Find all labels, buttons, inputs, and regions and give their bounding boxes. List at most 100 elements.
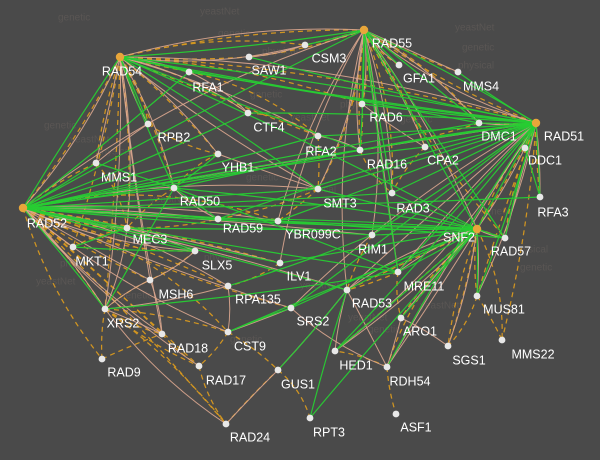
graph-node-mus81[interactable] — [473, 292, 481, 300]
edge-genetic — [119, 56, 130, 229]
graph-node-rad9[interactable] — [98, 355, 106, 363]
graph-node-mkt1[interactable] — [69, 243, 77, 251]
edge-yeastnet — [447, 228, 478, 347]
node-label-rad24: RAD24 — [230, 430, 270, 444]
graph-node-rpt3[interactable] — [306, 414, 314, 422]
graph-node-msh6[interactable] — [146, 276, 154, 284]
graph-node-aro1[interactable] — [397, 314, 405, 322]
graph-node-xrs2[interactable] — [101, 305, 109, 313]
graph-node-rad55[interactable] — [359, 25, 369, 35]
graph-node-rpa135[interactable] — [224, 282, 232, 290]
node-label-rfa2: RFA2 — [305, 144, 336, 158]
graph-node-ilv1[interactable] — [276, 259, 284, 267]
graph-node-rad17[interactable] — [195, 362, 203, 370]
graph-node-asf1[interactable] — [392, 410, 400, 418]
graph-node-ybr099c[interactable] — [274, 217, 282, 225]
edge-yeastnet — [363, 29, 478, 230]
edge-physical — [309, 289, 348, 419]
graph-node-rad53[interactable] — [343, 286, 351, 294]
graph-node-rpb2[interactable] — [144, 120, 152, 128]
edge-yeastnet — [119, 56, 163, 335]
graph-node-srs2[interactable] — [287, 304, 295, 312]
graph-node-cst9[interactable] — [224, 328, 232, 336]
edge-genetic — [22, 56, 121, 209]
graph-node-ctf4[interactable] — [244, 109, 252, 117]
graph-node-ddc1[interactable] — [521, 144, 529, 152]
graph-node-sgs1[interactable] — [444, 342, 452, 350]
graph-node-rfa2[interactable] — [314, 132, 322, 140]
graph-node-mms1[interactable] — [92, 159, 100, 167]
node-label-aro1: ARO1 — [403, 324, 437, 338]
edge-physical — [22, 162, 97, 209]
node-label-rad18: RAD18 — [168, 341, 208, 355]
graph-node-rad3[interactable] — [388, 189, 396, 197]
graph-node-gfa1[interactable] — [395, 61, 403, 69]
edge-physical — [391, 192, 478, 230]
graph-node-mms22[interactable] — [498, 336, 506, 344]
edge-physical — [22, 112, 249, 209]
graph-node-smt3[interactable] — [314, 185, 322, 193]
node-label-rad53: RAD53 — [352, 296, 392, 310]
graph-node-cpa2[interactable] — [421, 143, 429, 151]
node-label-smt3: SMT3 — [323, 196, 356, 210]
edge-genetic — [22, 207, 227, 425]
graph-node-rad6[interactable] — [358, 100, 366, 108]
edge-physical — [119, 29, 365, 58]
graph-node-rfa1[interactable] — [185, 68, 193, 76]
edge-yeastnet — [279, 29, 365, 264]
graph-node-rim1[interactable] — [368, 231, 376, 239]
graph-node-rad52[interactable] — [18, 203, 28, 213]
graph-node-mec3[interactable] — [123, 224, 131, 232]
edge-genetic — [119, 56, 149, 125]
node-label-rad55: RAD55 — [372, 36, 412, 50]
node-label-gfa1: GFA1 — [403, 71, 435, 85]
graph-node-snf2[interactable] — [472, 224, 482, 234]
edge-genetic — [22, 207, 219, 229]
graph-node-rfa3[interactable] — [536, 193, 544, 201]
node-layer[interactable] — [18, 25, 544, 428]
edge-type-watermark: yeastNet — [150, 195, 190, 206]
edge-yeastnet — [22, 29, 365, 209]
graph-node-dmc1[interactable] — [475, 119, 483, 127]
node-label-rad3: RAD3 — [396, 201, 429, 215]
graph-node-rad16[interactable] — [356, 146, 364, 154]
edge-genetic — [476, 228, 503, 341]
node-label-mms1: MMS1 — [101, 170, 137, 184]
edge-physical — [371, 122, 537, 236]
edge-yeastnet — [386, 228, 478, 368]
edge-genetic — [363, 29, 506, 239]
graph-node-slx5[interactable] — [191, 247, 199, 255]
node-label-xrs2: XRS2 — [107, 316, 140, 330]
graph-node-rad51[interactable] — [531, 118, 541, 128]
graph-node-rad54[interactable] — [115, 52, 125, 62]
graph-node-hed1[interactable] — [331, 347, 339, 355]
node-label-msh6: MSH6 — [159, 287, 194, 301]
edge-genetic — [104, 308, 227, 425]
graph-node-rad18[interactable] — [158, 330, 166, 338]
edge-genetic — [386, 366, 397, 415]
graph-node-rad59[interactable] — [214, 215, 222, 223]
edge-genetic — [476, 295, 503, 341]
edge-physical — [119, 56, 478, 230]
edge-genetic — [227, 262, 281, 287]
edge-yeastnet — [95, 56, 121, 164]
edge-physical — [227, 234, 373, 287]
edge-physical — [457, 71, 537, 124]
graph-node-saw1[interactable] — [245, 53, 253, 61]
node-label-rad59: RAD59 — [223, 221, 263, 235]
graph-node-gus1[interactable] — [274, 366, 282, 374]
edge-genetic — [22, 194, 279, 222]
graph-node-yhb1[interactable] — [214, 150, 222, 158]
graph-node-rad24[interactable] — [222, 420, 230, 428]
graph-node-rad57[interactable] — [501, 234, 509, 242]
graph-node-csm3[interactable] — [301, 41, 309, 49]
node-label-mms4: MMS4 — [463, 79, 499, 93]
edge-physical — [317, 122, 537, 190]
graph-node-rdh54[interactable] — [383, 363, 391, 371]
edge-type-watermark: yeastNet — [348, 313, 388, 324]
graph-node-mms4[interactable] — [454, 68, 462, 76]
graph-node-mre11[interactable] — [394, 268, 402, 276]
graph-node-rad50[interactable] — [170, 184, 178, 192]
edge-physical — [476, 122, 537, 230]
